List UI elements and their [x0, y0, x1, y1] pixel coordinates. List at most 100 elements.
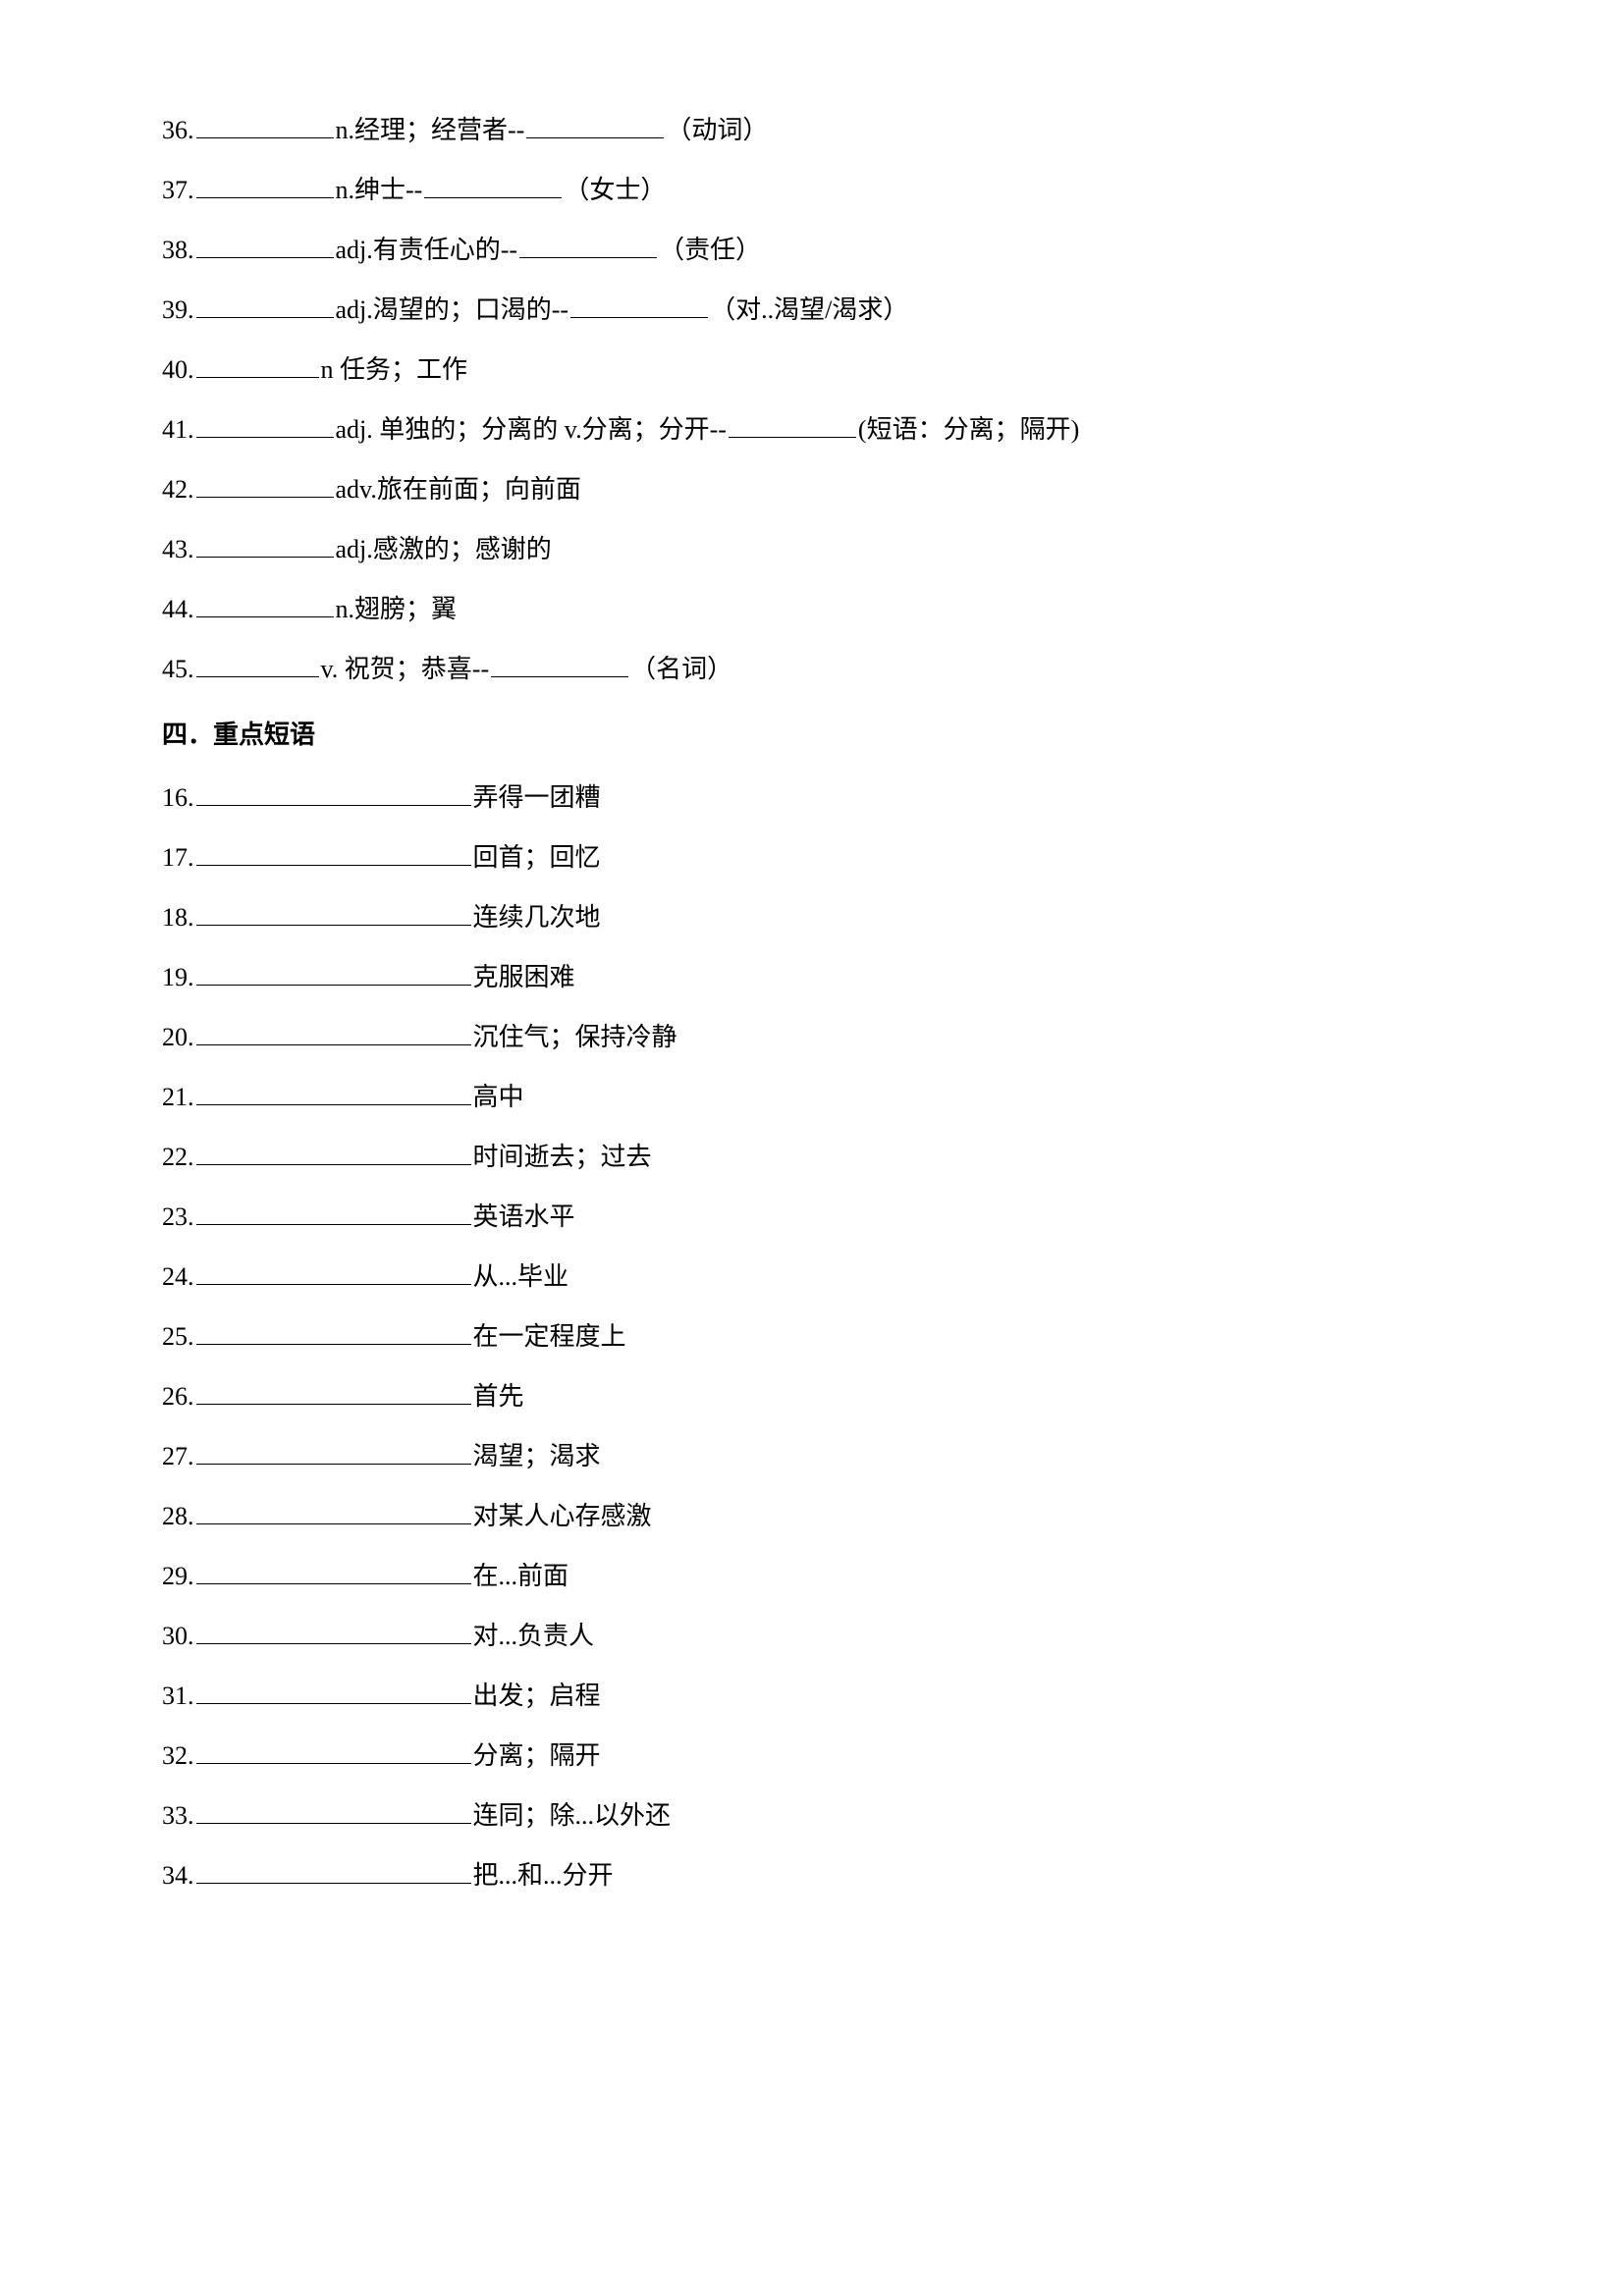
item-text: 在...前面 — [473, 1562, 569, 1590]
fill-blank[interactable] — [196, 783, 471, 806]
item-number: 39. — [162, 297, 194, 323]
fill-blank[interactable] — [570, 295, 708, 318]
vocab-item: 36. n.经理；经营者--（动词） — [162, 116, 1462, 143]
item-number: 43. — [162, 537, 194, 562]
fill-blank[interactable] — [196, 1502, 471, 1524]
item-text: adj.有责任心的-- — [336, 236, 518, 264]
item-hint: (短语：分离；隔开) — [858, 415, 1079, 444]
fill-blank[interactable] — [196, 1382, 471, 1405]
fill-blank[interactable] — [196, 1801, 471, 1824]
item-text: 回首；回忆 — [473, 843, 601, 872]
item-text: adj.感激的；感谢的 — [336, 535, 552, 563]
item-text: 时间逝去；过去 — [473, 1143, 652, 1171]
item-text: 高中 — [473, 1083, 524, 1111]
item-number: 41. — [162, 417, 194, 443]
item-number: 20. — [162, 1025, 194, 1050]
fill-blank[interactable] — [196, 1861, 471, 1884]
item-text: 出发；启程 — [473, 1682, 601, 1710]
fill-blank[interactable] — [491, 655, 628, 677]
fill-blank[interactable] — [196, 1682, 471, 1704]
fill-blank[interactable] — [196, 1622, 471, 1644]
fill-blank[interactable] — [196, 1262, 471, 1285]
fill-blank[interactable] — [196, 236, 334, 258]
fill-blank[interactable] — [196, 1562, 471, 1584]
vocab-item: 44. n.翅膀；翼 — [162, 595, 1462, 622]
item-hint: （女士） — [564, 176, 666, 204]
item-number: 22. — [162, 1145, 194, 1170]
fill-blank[interactable] — [519, 236, 657, 258]
fill-blank[interactable] — [196, 176, 334, 198]
fill-blank[interactable] — [196, 535, 334, 558]
item-text: 从...毕业 — [473, 1262, 569, 1291]
item-text: 分离；隔开 — [473, 1741, 601, 1770]
item-text: adj.渴望的；口渴的-- — [336, 295, 569, 324]
fill-blank[interactable] — [196, 1322, 471, 1345]
phrase-item: 21. 高中 — [162, 1083, 1462, 1110]
phrase-item: 17. 回首；回忆 — [162, 843, 1462, 871]
item-number: 38. — [162, 238, 194, 263]
phrase-item: 32. 分离；隔开 — [162, 1741, 1462, 1769]
item-text: n.绅士-- — [336, 176, 423, 204]
item-number: 31. — [162, 1683, 194, 1709]
item-number: 44. — [162, 597, 194, 622]
fill-blank[interactable] — [424, 176, 562, 198]
fill-blank[interactable] — [196, 1202, 471, 1225]
item-text: 把...和...分开 — [473, 1861, 614, 1890]
item-number: 32. — [162, 1743, 194, 1769]
phrase-item: 24. 从...毕业 — [162, 1262, 1462, 1290]
phrases-section: 16. 弄得一团糟17. 回首；回忆18. 连续几次地19. 克服困难20. 沉… — [162, 783, 1462, 1889]
item-text: adv.旅在前面；向前面 — [336, 475, 581, 504]
fill-blank[interactable] — [196, 415, 334, 438]
section-heading: 四．重点短语 — [162, 715, 1462, 751]
item-hint: （责任） — [659, 236, 761, 264]
fill-blank[interactable] — [196, 475, 334, 498]
phrase-item: 33. 连同；除...以外还 — [162, 1801, 1462, 1829]
item-hint: （对..渴望/渴求） — [710, 295, 908, 324]
phrase-item: 18. 连续几次地 — [162, 903, 1462, 931]
fill-blank[interactable] — [196, 595, 334, 617]
item-number: 37. — [162, 178, 194, 203]
fill-blank[interactable] — [196, 1442, 471, 1465]
phrase-item: 27. 渴望；渴求 — [162, 1442, 1462, 1469]
item-number: 17. — [162, 845, 194, 871]
fill-blank[interactable] — [729, 415, 856, 438]
fill-blank[interactable] — [196, 843, 471, 866]
phrase-item: 22. 时间逝去；过去 — [162, 1143, 1462, 1170]
item-number: 23. — [162, 1204, 194, 1230]
item-text: 克服困难 — [473, 963, 575, 991]
vocab-item: 42. adv.旅在前面；向前面 — [162, 475, 1462, 503]
item-number: 40. — [162, 357, 194, 383]
vocab-item: 43. adj.感激的；感谢的 — [162, 535, 1462, 562]
vocab-item: 39. adj.渴望的；口渴的-- （对..渴望/渴求） — [162, 295, 1462, 323]
fill-blank[interactable] — [196, 655, 319, 677]
phrase-item: 19. 克服困难 — [162, 963, 1462, 990]
phrase-item: 30. 对...负责人 — [162, 1622, 1462, 1649]
item-number: 33. — [162, 1803, 194, 1829]
phrase-item: 16. 弄得一团糟 — [162, 783, 1462, 811]
fill-blank[interactable] — [196, 116, 334, 138]
phrase-item: 29. 在...前面 — [162, 1562, 1462, 1589]
fill-blank[interactable] — [196, 295, 334, 318]
item-number: 42. — [162, 477, 194, 503]
fill-blank[interactable] — [196, 963, 471, 986]
item-text: 对某人心存感激 — [473, 1502, 652, 1530]
item-number: 45. — [162, 657, 194, 682]
item-text: 连续几次地 — [473, 903, 601, 932]
item-text: 对...负责人 — [473, 1622, 595, 1650]
worksheet-page: 36. n.经理；经营者--（动词） 37. n.绅士-- （女士） 38. adj.… — [0, 0, 1624, 2296]
fill-blank[interactable] — [196, 903, 471, 926]
phrase-item: 23. 英语水平 — [162, 1202, 1462, 1230]
fill-blank[interactable] — [196, 1083, 471, 1105]
fill-blank[interactable] — [196, 1741, 471, 1764]
fill-blank[interactable] — [526, 116, 664, 138]
item-hint: （动词） — [666, 116, 768, 144]
vocab-item: 45. v. 祝贺；恭喜--（名词） — [162, 655, 1462, 682]
item-text: n.翅膀；翼 — [336, 595, 458, 623]
item-number: 27. — [162, 1444, 194, 1469]
vocab-item: 37. n.绅士-- （女士） — [162, 176, 1462, 203]
fill-blank[interactable] — [196, 1143, 471, 1165]
fill-blank[interactable] — [196, 355, 319, 378]
vocab-item: 40. n 任务；工作 — [162, 355, 1462, 383]
item-text: 英语水平 — [473, 1202, 575, 1231]
fill-blank[interactable] — [196, 1023, 471, 1045]
